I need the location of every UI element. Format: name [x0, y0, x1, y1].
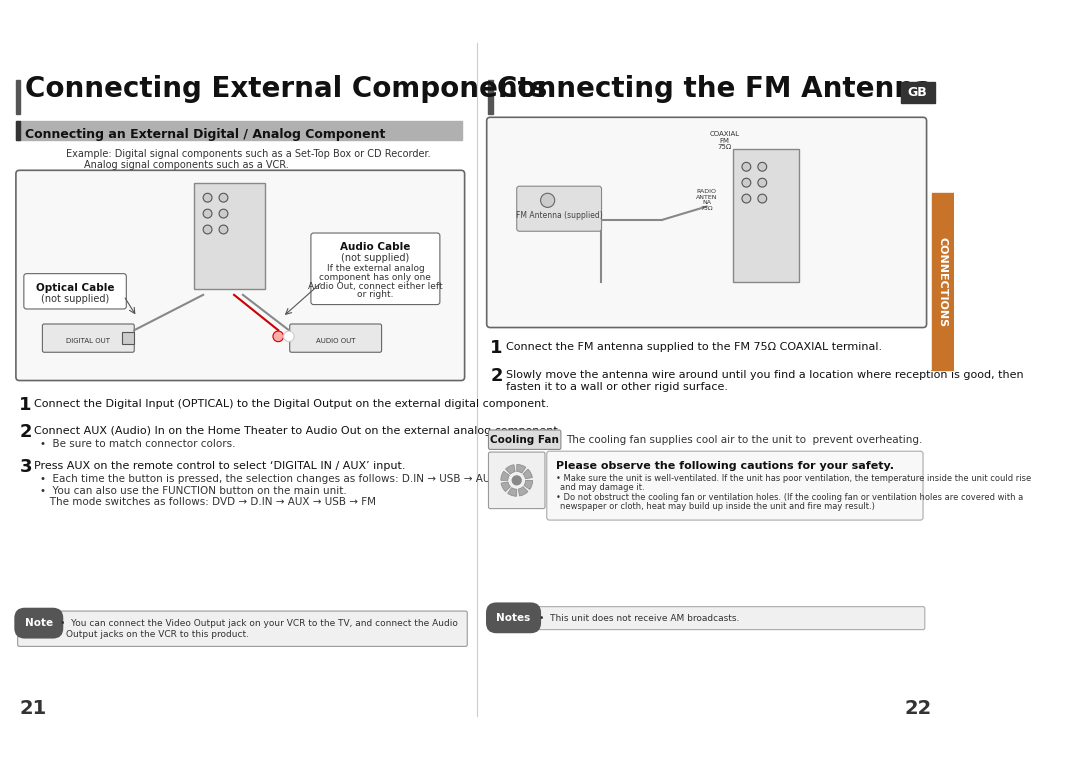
- Text: and may damage it.: and may damage it.: [561, 483, 645, 492]
- Text: Analog signal components such as a VCR.: Analog signal components such as a VCR.: [84, 159, 288, 169]
- Text: • Do not obstruct the cooling fan or ventilation holes. (If the cooling fan or v: • Do not obstruct the cooling fan or ven…: [556, 493, 1024, 502]
- Circle shape: [742, 163, 751, 171]
- Text: Audio Cable: Audio Cable: [340, 242, 410, 252]
- Text: RADIO
ANTEN
NA
75Ω: RADIO ANTEN NA 75Ω: [696, 189, 717, 211]
- Text: (not supplied): (not supplied): [41, 295, 109, 304]
- Text: 1: 1: [19, 397, 32, 414]
- Text: AUDIO OUT: AUDIO OUT: [315, 338, 355, 344]
- Text: •  You can also use the FUNCTION button on the main unit.: • You can also use the FUNCTION button o…: [40, 485, 347, 496]
- Bar: [194, 182, 265, 288]
- Bar: [122, 332, 134, 344]
- Text: • Make sure the unit is well-ventilated. If the unit has poor ventilation, the t: • Make sure the unit is well-ventilated.…: [556, 474, 1031, 483]
- FancyBboxPatch shape: [24, 274, 126, 309]
- Text: FM: FM: [719, 138, 729, 144]
- Text: Connect AUX (Audio) In on the Home Theater to Audio Out on the external analog c: Connect AUX (Audio) In on the Home Theat…: [33, 426, 561, 436]
- Text: GB: GB: [908, 86, 928, 99]
- Circle shape: [203, 209, 212, 218]
- FancyBboxPatch shape: [42, 324, 134, 353]
- Text: •  Each time the button is pressed, the selection changes as follows: D.IN → USB: • Each time the button is pressed, the s…: [40, 474, 497, 485]
- Text: CONNECTIONS: CONNECTIONS: [937, 237, 947, 327]
- Wedge shape: [518, 487, 528, 496]
- Wedge shape: [508, 488, 516, 496]
- FancyBboxPatch shape: [16, 170, 464, 381]
- FancyBboxPatch shape: [516, 186, 602, 231]
- Bar: [16, 121, 21, 140]
- Text: Connecting the FM Antenna: Connecting the FM Antenna: [497, 76, 933, 103]
- FancyBboxPatch shape: [488, 607, 924, 629]
- Wedge shape: [505, 465, 515, 474]
- Text: 2: 2: [490, 367, 502, 385]
- Bar: [901, 82, 934, 103]
- Text: 3: 3: [19, 459, 32, 476]
- Text: COAXIAL: COAXIAL: [710, 131, 740, 137]
- Bar: [488, 80, 492, 114]
- Text: Audio Out, connect either left: Audio Out, connect either left: [308, 282, 443, 291]
- Circle shape: [512, 476, 522, 485]
- Text: 21: 21: [19, 698, 46, 717]
- Text: Output jacks on the VCR to this product.: Output jacks on the VCR to this product.: [66, 629, 249, 639]
- FancyBboxPatch shape: [488, 430, 561, 449]
- Text: component has only one: component has only one: [320, 272, 431, 282]
- Text: Notes: Notes: [497, 613, 530, 623]
- Wedge shape: [523, 469, 532, 479]
- Text: Connecting External Components: Connecting External Components: [25, 76, 548, 103]
- Text: (not supplied): (not supplied): [341, 253, 409, 262]
- Text: Press AUX on the remote control to select ‘DIGITAL IN / AUX’ input.: Press AUX on the remote control to selec…: [33, 461, 405, 471]
- Text: Please observe the following cautions for your safety.: Please observe the following cautions fo…: [556, 461, 894, 471]
- Circle shape: [219, 209, 228, 218]
- Wedge shape: [501, 482, 511, 491]
- FancyBboxPatch shape: [487, 118, 927, 327]
- Text: Connecting an External Digital / Analog Component: Connecting an External Digital / Analog …: [25, 127, 386, 140]
- Text: If the external analog: If the external analog: [326, 264, 424, 273]
- Wedge shape: [501, 472, 510, 481]
- Circle shape: [758, 194, 767, 203]
- Text: newspaper or cloth, heat may build up inside the unit and fire may result.): newspaper or cloth, heat may build up in…: [561, 501, 875, 510]
- Circle shape: [273, 331, 284, 342]
- Text: The cooling fan supplies cool air to the unit to  prevent overheating.: The cooling fan supplies cool air to the…: [566, 435, 922, 445]
- Text: fasten it to a wall or other rigid surface.: fasten it to a wall or other rigid surfa…: [507, 382, 728, 392]
- Wedge shape: [516, 465, 526, 473]
- Text: DIGITAL OUT: DIGITAL OUT: [66, 338, 110, 344]
- FancyBboxPatch shape: [289, 324, 381, 353]
- Circle shape: [219, 225, 228, 234]
- Wedge shape: [524, 481, 532, 489]
- Text: FM Antenna (supplied): FM Antenna (supplied): [516, 211, 603, 220]
- Circle shape: [284, 331, 294, 342]
- Text: 1: 1: [490, 339, 502, 357]
- Circle shape: [219, 193, 228, 202]
- FancyBboxPatch shape: [546, 451, 923, 520]
- Circle shape: [203, 193, 212, 202]
- Text: Connect the FM antenna supplied to the FM 75Ω COAXIAL terminal.: Connect the FM antenna supplied to the F…: [507, 342, 882, 352]
- Circle shape: [758, 163, 767, 171]
- Bar: [16, 121, 462, 140]
- Text: 75Ω: 75Ω: [717, 144, 731, 150]
- Circle shape: [758, 179, 767, 187]
- FancyBboxPatch shape: [17, 611, 468, 646]
- Bar: [733, 149, 799, 282]
- Text: 2: 2: [19, 423, 32, 441]
- FancyBboxPatch shape: [311, 233, 440, 304]
- Text: Connect the Digital Input (OPTICAL) to the Digital Output on the external digita: Connect the Digital Input (OPTICAL) to t…: [33, 399, 549, 409]
- Text: Optical Cable: Optical Cable: [36, 283, 114, 293]
- Bar: [932, 193, 954, 370]
- Circle shape: [742, 179, 751, 187]
- Circle shape: [742, 194, 751, 203]
- Text: Example: Digital signal components such as a Set-Top Box or CD Recorder.: Example: Digital signal components such …: [66, 149, 431, 159]
- Text: Note: Note: [25, 618, 53, 628]
- Text: Slowly move the antenna wire around until you find a location where reception is: Slowly move the antenna wire around unti…: [507, 370, 1024, 380]
- Circle shape: [203, 225, 212, 234]
- Text: Cooling Fan: Cooling Fan: [490, 435, 559, 445]
- Text: 22: 22: [905, 698, 932, 717]
- Text: or right.: or right.: [357, 291, 393, 299]
- Text: The mode switches as follows: DVD → D.IN → AUX → USB → FM: The mode switches as follows: DVD → D.IN…: [40, 497, 376, 507]
- Text: •  You can connect the Video Output jack on your VCR to the TV, and connect the : • You can connect the Video Output jack …: [60, 619, 458, 628]
- Bar: [16, 80, 21, 114]
- Text: •  Be sure to match connector colors.: • Be sure to match connector colors.: [40, 439, 235, 449]
- Circle shape: [541, 193, 555, 208]
- FancyBboxPatch shape: [488, 452, 545, 509]
- Text: •  This unit does not receive AM broadcasts.: • This unit does not receive AM broadcas…: [539, 613, 739, 623]
